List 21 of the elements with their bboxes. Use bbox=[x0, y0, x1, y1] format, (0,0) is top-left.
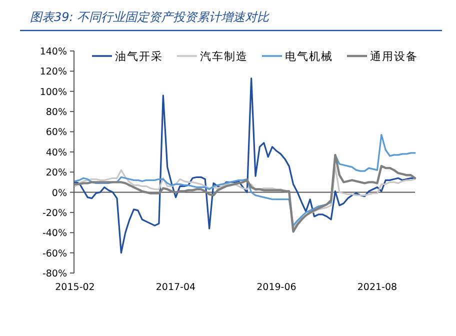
x-tick-label: 2021-08 bbox=[357, 282, 398, 293]
y-tick-label: 40% bbox=[46, 147, 67, 158]
legend-label: 油气开采 bbox=[115, 50, 163, 63]
title: 图表39: 不同行业固定资产投资累计增速对比 bbox=[30, 10, 270, 24]
y-tick-label: -40% bbox=[42, 228, 67, 240]
x-tick-label: 2019-06 bbox=[256, 282, 296, 293]
y-tick-label: 140% bbox=[40, 46, 67, 58]
y-tick-label: -20% bbox=[42, 208, 67, 219]
y-tick-label: 120% bbox=[40, 66, 67, 78]
y-tick-label: 100% bbox=[40, 86, 67, 98]
y-tick-label: -80% bbox=[42, 268, 67, 280]
legend-label: 汽车制造 bbox=[200, 50, 248, 63]
legend-label: 电气机械 bbox=[285, 50, 333, 63]
y-tick-label: 60% bbox=[46, 127, 67, 138]
y-tick-label: -60% bbox=[42, 248, 67, 260]
x-tick-label: 2017-04 bbox=[156, 282, 196, 293]
y-tick-label: 20% bbox=[46, 168, 67, 179]
y-tick-label: 80% bbox=[46, 107, 67, 118]
y-tick-label: 0% bbox=[52, 188, 67, 199]
legend-label: 通用设备 bbox=[370, 50, 418, 63]
x-tick-label: 2015-02 bbox=[55, 282, 95, 293]
